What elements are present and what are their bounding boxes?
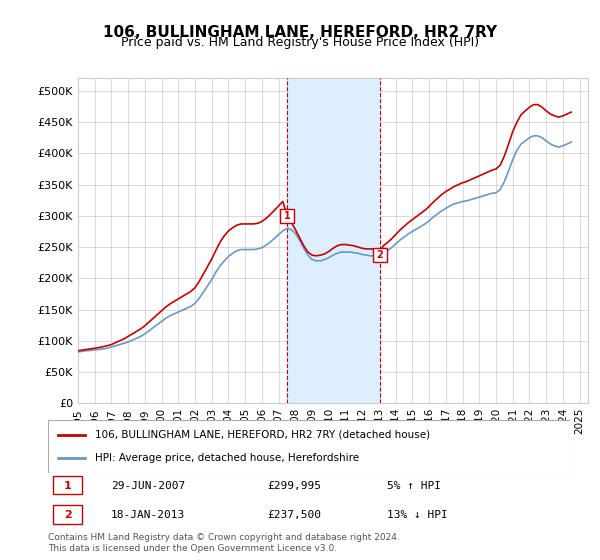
FancyBboxPatch shape: [48, 420, 570, 473]
Text: 2: 2: [376, 250, 383, 260]
Text: 5% ↑ HPI: 5% ↑ HPI: [388, 480, 442, 491]
Text: HPI: Average price, detached house, Herefordshire: HPI: Average price, detached house, Here…: [95, 453, 359, 463]
Text: 13% ↓ HPI: 13% ↓ HPI: [388, 510, 448, 520]
Text: 1: 1: [283, 211, 290, 221]
Text: Contains HM Land Registry data © Crown copyright and database right 2024.
This d: Contains HM Land Registry data © Crown c…: [48, 533, 400, 553]
Text: Price paid vs. HM Land Registry's House Price Index (HPI): Price paid vs. HM Land Registry's House …: [121, 36, 479, 49]
Text: 106, BULLINGHAM LANE, HEREFORD, HR2 7RY (detached house): 106, BULLINGHAM LANE, HEREFORD, HR2 7RY …: [95, 430, 430, 440]
Text: £299,995: £299,995: [267, 480, 321, 491]
Bar: [287, 78, 380, 403]
Text: 18-JAN-2013: 18-JAN-2013: [110, 510, 185, 520]
Text: 2: 2: [64, 510, 71, 520]
Text: 1: 1: [64, 480, 71, 491]
Text: 29-JUN-2007: 29-JUN-2007: [110, 480, 185, 491]
FancyBboxPatch shape: [53, 505, 82, 524]
Text: £237,500: £237,500: [267, 510, 321, 520]
FancyBboxPatch shape: [53, 476, 82, 494]
Text: 106, BULLINGHAM LANE, HEREFORD, HR2 7RY: 106, BULLINGHAM LANE, HEREFORD, HR2 7RY: [103, 25, 497, 40]
